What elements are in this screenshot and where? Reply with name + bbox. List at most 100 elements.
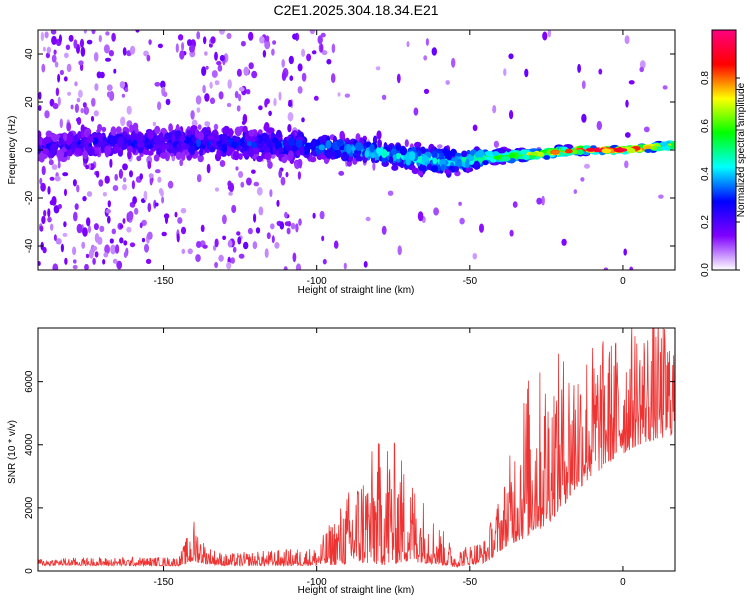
- spectral-blob: [279, 221, 285, 230]
- spectral-blob: [147, 130, 154, 140]
- spectral-blob: [399, 146, 407, 156]
- spectral-blob: [278, 146, 284, 154]
- spectral-blob: [288, 55, 294, 65]
- spectrogram-y-tick-label: 40: [24, 48, 35, 60]
- spectral-blob: [154, 202, 159, 207]
- spectral-blob: [122, 163, 128, 171]
- spectral-blob: [219, 54, 225, 62]
- spectral-blob: [287, 124, 292, 133]
- spectral-blob: [105, 57, 111, 62]
- spectral-blob: [111, 228, 117, 235]
- spectral-blob: [76, 223, 83, 234]
- spectral-blob: [311, 50, 317, 55]
- spectral-blob: [176, 143, 182, 151]
- spectral-blob: [82, 227, 88, 237]
- spectral-blob: [141, 237, 146, 243]
- spectral-blob: [147, 231, 153, 240]
- spectral-blob: [207, 134, 214, 140]
- spectral-blob: [180, 226, 187, 235]
- spectral-blob: [623, 248, 627, 256]
- spectrogram-x-tick-label: -50: [463, 276, 478, 287]
- spectral-blob: [343, 262, 347, 270]
- spectral-blob: [330, 73, 336, 84]
- spectral-blob: [164, 214, 169, 225]
- spectral-blob: [62, 232, 68, 237]
- spectral-blob: [413, 107, 419, 116]
- spectral-blob: [658, 194, 664, 199]
- spectral-blob: [119, 224, 124, 229]
- spectral-blob: [106, 84, 113, 91]
- spectral-blob: [123, 177, 127, 183]
- spectral-blob: [485, 151, 492, 156]
- spectral-blob: [226, 102, 232, 108]
- spectral-blob: [508, 153, 516, 158]
- spectral-blob: [625, 99, 629, 108]
- spectral-blob: [39, 177, 43, 185]
- spectral-blob: [183, 136, 190, 144]
- spectral-blob: [369, 143, 375, 153]
- spectral-blob: [44, 110, 50, 119]
- spectral-blob: [132, 196, 138, 205]
- spectral-blob: [372, 161, 376, 171]
- spectral-blob: [63, 221, 67, 228]
- spectral-blob: [92, 257, 96, 265]
- spectral-blob: [164, 144, 170, 150]
- spectral-blob: [319, 210, 325, 220]
- spectral-blob: [196, 241, 202, 248]
- spectral-blob: [145, 258, 152, 264]
- spectral-blob: [363, 261, 368, 268]
- spectral-blob: [157, 43, 163, 49]
- snr-frame: [37, 327, 676, 572]
- colorbar-tick-label: 0.4: [700, 167, 711, 181]
- snr-y-label: SNR (10 * v/v): [7, 420, 18, 484]
- spectral-blob: [182, 143, 190, 150]
- spectral-blob: [107, 200, 112, 208]
- spectral-blob: [298, 218, 302, 226]
- spectral-blob: [273, 98, 277, 107]
- spectral-blob: [337, 92, 341, 97]
- spectral-blob: [236, 105, 241, 112]
- spectral-blob: [202, 244, 208, 249]
- spectral-blob: [473, 160, 480, 170]
- spectral-blob: [411, 167, 419, 175]
- spectral-blob: [115, 126, 122, 135]
- spectral-blob: [242, 125, 248, 133]
- spectral-blob: [433, 207, 439, 216]
- spectral-blob: [127, 139, 132, 147]
- spectral-blob: [238, 253, 245, 259]
- spectral-blob: [76, 97, 81, 103]
- spectral-blob: [247, 136, 253, 142]
- spectral-blob: [110, 244, 116, 255]
- spectral-blob: [381, 225, 387, 235]
- spectral-blob: [287, 112, 294, 122]
- spectral-blob: [247, 227, 253, 235]
- spectral-blob: [423, 88, 430, 94]
- spectral-blob: [266, 127, 275, 134]
- spectral-blob: [129, 242, 136, 248]
- spectral-blob: [295, 139, 303, 148]
- spectral-blob: [108, 50, 114, 57]
- spectral-blob: [159, 152, 168, 159]
- spectral-blob: [210, 36, 216, 44]
- spectral-blob: [425, 38, 429, 46]
- spectral-blob: [573, 189, 577, 194]
- spectral-blob: [281, 71, 287, 81]
- spectral-blob: [543, 155, 551, 160]
- spectral-blob: [103, 44, 110, 54]
- spectral-blob: [53, 234, 57, 242]
- spectral-blob: [118, 169, 123, 179]
- spectrogram-marks: [38, 30, 675, 270]
- spectral-blob: [541, 195, 545, 206]
- spectral-blob: [248, 31, 254, 41]
- spectral-blob: [310, 150, 317, 156]
- spectrogram-panel: -150 -100 -50 0 -40 -20 0 20 40 Height of strai…: [7, 29, 676, 296]
- spectral-blob: [446, 153, 452, 161]
- spectral-blob: [109, 238, 114, 244]
- spectral-blob: [63, 132, 68, 141]
- spectral-blob: [231, 204, 237, 214]
- spectral-blob: [176, 233, 180, 243]
- spectral-blob: [203, 36, 207, 45]
- spectral-blob: [237, 236, 242, 245]
- spectral-blob: [80, 38, 84, 48]
- snr-x-tick-label: 0: [620, 577, 626, 588]
